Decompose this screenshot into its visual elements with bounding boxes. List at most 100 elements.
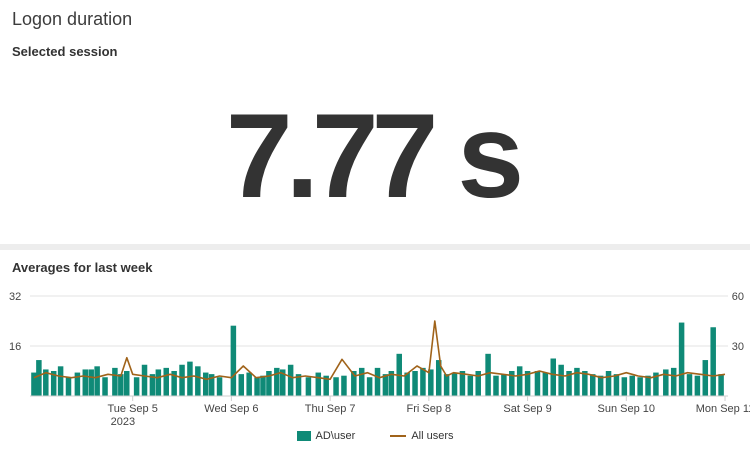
- bar: [516, 366, 523, 396]
- bar: [187, 361, 193, 396]
- bar: [451, 372, 458, 396]
- bar: [246, 372, 252, 396]
- bar: [295, 374, 302, 396]
- bar: [718, 374, 724, 396]
- bar: [558, 364, 564, 396]
- bar: [141, 364, 148, 396]
- bar: [605, 371, 612, 396]
- x-tick-label: Mon Sep 11: [696, 403, 750, 415]
- bar: [374, 367, 381, 396]
- bar: [428, 369, 434, 396]
- legend-swatch-line: [390, 435, 407, 438]
- legend-label-aduser: AD\user: [315, 430, 356, 443]
- selected-session-label: Selected session: [12, 44, 118, 59]
- bar: [710, 327, 716, 396]
- duration-number: 7.77: [225, 89, 439, 223]
- legend-label-all-users: All users: [411, 430, 454, 443]
- bar: [358, 367, 365, 396]
- chart-title: Averages for last week: [12, 260, 153, 275]
- bar: [216, 377, 223, 396]
- bar: [501, 374, 507, 396]
- bar: [341, 375, 347, 396]
- bar: [702, 360, 709, 396]
- y-left-tick-label: 16: [9, 341, 21, 353]
- bar: [149, 374, 156, 396]
- bar: [238, 374, 245, 396]
- bar: [637, 377, 643, 396]
- x-tick-label: Sun Sep 10: [598, 403, 656, 415]
- bar: [124, 371, 130, 396]
- bar: [315, 372, 322, 396]
- bar: [670, 367, 677, 396]
- bar: [420, 367, 426, 396]
- bar: [589, 374, 596, 396]
- bar: [82, 369, 89, 396]
- bar: [31, 372, 37, 396]
- bar: [443, 374, 450, 396]
- x-tick-label: Fri Sep 8: [407, 403, 452, 415]
- bar: [195, 366, 201, 396]
- bar: [254, 377, 260, 396]
- bar: [274, 367, 280, 396]
- bar: [36, 360, 42, 396]
- bar: [493, 375, 499, 396]
- bar: [202, 372, 209, 396]
- bar: [171, 371, 177, 396]
- y-left-tick-label: 32: [9, 291, 21, 303]
- bar: [112, 367, 118, 396]
- bar: [388, 371, 395, 396]
- bar: [333, 377, 339, 396]
- y-right-tick-label: 60: [732, 291, 744, 303]
- bar: [366, 377, 373, 396]
- legend-swatch-bar: [296, 431, 311, 442]
- bar: [88, 369, 94, 396]
- legend-item-all-users[interactable]: All users: [390, 430, 454, 443]
- bar: [404, 372, 410, 396]
- bar: [485, 353, 491, 396]
- bar: [260, 375, 266, 396]
- bar: [524, 371, 531, 396]
- bar: [102, 377, 108, 396]
- x-tick-label: Thu Sep 7: [305, 403, 356, 415]
- bar: [566, 371, 572, 396]
- bar: [621, 377, 628, 396]
- y-right-tick-label: 30: [732, 341, 744, 353]
- bar: [645, 375, 651, 396]
- bar: [94, 366, 100, 396]
- bar: [467, 375, 474, 396]
- bar: [351, 371, 357, 396]
- logon-duration-panel: Logon duration Selected session 7.77 s: [0, 0, 750, 244]
- averages-panel: Averages for last week 32 16 60 30 Tue Sep 5…: [0, 250, 750, 460]
- bar: [597, 375, 604, 396]
- bar: [550, 358, 557, 396]
- bar: [459, 371, 466, 396]
- x-tick-label: Sat Sep 9: [503, 403, 551, 415]
- bar: [65, 377, 72, 396]
- bar: [509, 371, 515, 396]
- bar: [43, 369, 49, 396]
- all-users-line: [33, 320, 726, 381]
- x-tick-label: Wed Sep 6: [204, 403, 258, 415]
- bar: [613, 374, 620, 396]
- bar: [382, 374, 389, 396]
- bar: [686, 374, 693, 396]
- bar: [582, 371, 588, 396]
- bar: [57, 366, 64, 396]
- bar: [475, 371, 481, 396]
- bar: [653, 372, 659, 396]
- bar: [534, 371, 541, 396]
- bar: [629, 375, 635, 396]
- bar: [133, 377, 140, 396]
- bar: [678, 322, 685, 396]
- bar: [163, 367, 169, 396]
- bar: [208, 374, 215, 396]
- duration-unit: s: [457, 89, 525, 223]
- bar: [574, 367, 580, 396]
- bar: [230, 325, 237, 396]
- bar: [323, 375, 329, 396]
- bar: [305, 377, 312, 396]
- bar: [542, 372, 549, 396]
- bar: [266, 371, 272, 396]
- legend-item-aduser[interactable]: AD\user: [296, 430, 356, 443]
